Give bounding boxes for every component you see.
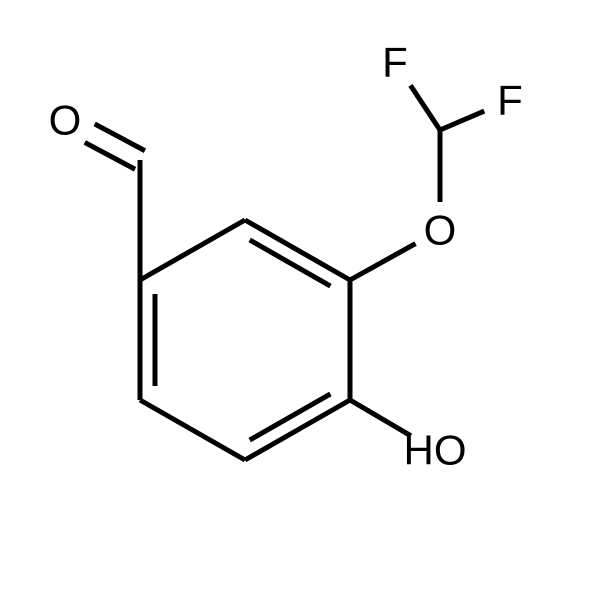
atom-label-f1: F [382, 39, 408, 86]
atom-label-f2: F [497, 77, 523, 124]
molecule-diagram: O O HO F F [0, 0, 600, 600]
labels-layer: O O HO F F [49, 39, 523, 474]
atom-label-o2: O [424, 207, 457, 254]
atom-label-o1: O [49, 97, 82, 144]
bonds-layer [85, 85, 484, 460]
atom-label-o3: HO [404, 427, 467, 474]
